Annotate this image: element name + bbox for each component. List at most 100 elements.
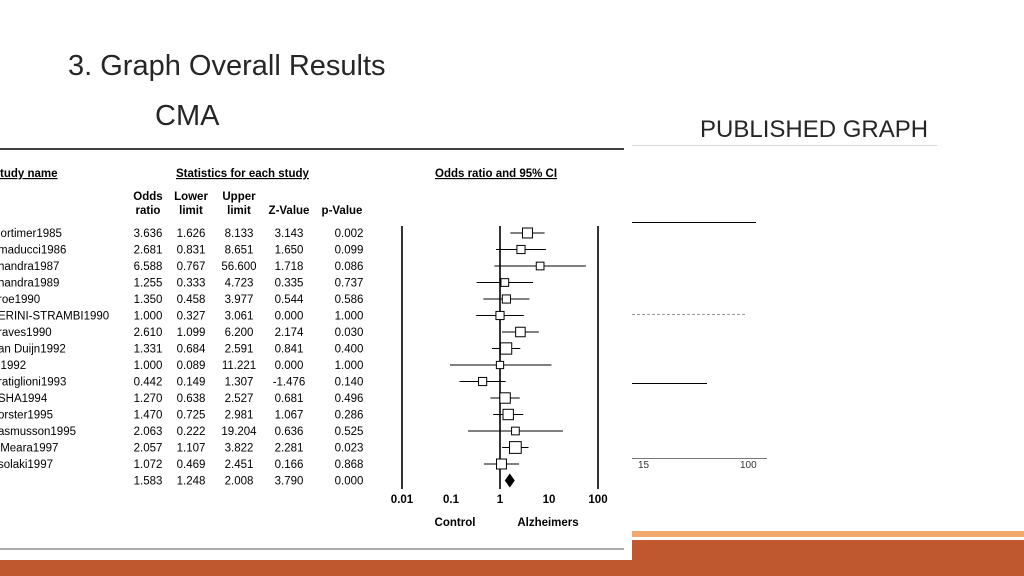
cell-upper-limit: 3.977 [225, 294, 254, 306]
header-study-name: tudy name [0, 168, 58, 180]
published-graph-dashed-line [632, 314, 745, 315]
table-row: ratiglioni1993 0.442 0.149 1.307 -1.476 0.140 [0, 377, 363, 389]
table-row: ERINI-STRAMBI1990 1.000 0.327 3.061 0.000 1.0… [0, 311, 363, 323]
cell-study-name: an Duijn1992 [0, 344, 66, 356]
cell-odds-ratio: 2.057 [134, 443, 163, 455]
study-point [478, 376, 488, 387]
cell-z-value: -1.476 [273, 377, 306, 389]
cell-z-value: 1.718 [275, 261, 304, 273]
cell-lower-limit: 0.327 [177, 311, 206, 323]
cell-upper-limit: 11.221 [222, 360, 256, 372]
published-divider [632, 145, 937, 146]
cell-p-value: 0.400 [335, 344, 364, 356]
table-row: SHA1994 1.270 0.638 2.527 0.681 0.496 [0, 393, 363, 405]
study-point [499, 342, 513, 355]
study-point [516, 244, 526, 255]
col-header-ratio: ratio [136, 205, 161, 217]
table-row: lortimer1985 3.636 1.626 8.133 3.143 0.002 [0, 228, 363, 240]
study-point [495, 310, 505, 321]
cell-lower-limit: 0.684 [177, 344, 206, 356]
study-point [495, 360, 505, 370]
cell-odds-ratio: 1.000 [134, 360, 163, 372]
cell-odds-ratio: 1.255 [134, 278, 163, 290]
study-point [508, 441, 522, 454]
forest-plot: tudy name Statistics for each study Odds… [0, 148, 624, 550]
cell-p-value: 0.868 [335, 459, 364, 471]
col-header-limit: limit [227, 205, 251, 217]
cell-upper-limit: 19.204 [221, 426, 257, 438]
cell-z-value: 1.650 [275, 245, 304, 257]
cell-upper-limit: 2.591 [225, 344, 254, 356]
axis-tick-label: 10 [543, 494, 556, 506]
cell-odds-ratio: 1.072 [134, 459, 163, 471]
forest-plot-rows: lortimer1985 3.636 1.626 8.133 3.143 0.002 mad… [0, 228, 363, 488]
cell-upper-limit: 2.451 [225, 459, 254, 471]
cell-lower-limit: 0.725 [177, 410, 206, 422]
cell-lower-limit: 0.469 [177, 459, 206, 471]
cell-p-value: 0.023 [335, 443, 364, 455]
published-graph-axis [632, 458, 767, 459]
cell-lower-limit: 1.107 [177, 443, 206, 455]
cell-z-value: 0.000 [275, 360, 304, 372]
axis-tick-label: 0.01 [391, 494, 414, 506]
cell-z-value: 3.143 [275, 228, 304, 240]
cell-study-name: 'Meara1997 [0, 443, 58, 455]
study-point [521, 227, 533, 239]
cell-z-value: 0.166 [275, 459, 304, 471]
cell-odds-ratio: 2.681 [134, 245, 163, 257]
cell-lower-limit: 0.638 [177, 393, 206, 405]
overall-diamond [504, 473, 515, 488]
cell-upper-limit: 56.600 [221, 261, 256, 273]
cell-z-value: 2.281 [275, 443, 304, 455]
study-point [496, 458, 507, 470]
col-header-z-value: Z-Value [269, 205, 310, 217]
cell-study-name: asmusson1995 [0, 426, 76, 438]
header-odds-ratio-ci: Odds ratio and 95% CI [435, 168, 557, 180]
cell-z-value: 0.544 [275, 294, 304, 306]
study-point [499, 392, 511, 404]
cell-odds-ratio: 3.636 [134, 228, 163, 240]
cell-upper-limit: 1.307 [225, 377, 254, 389]
cell-p-value: 0.140 [335, 377, 364, 389]
cell-odds-ratio: 1.000 [134, 311, 163, 323]
table-row: orster1995 1.470 0.725 2.981 1.067 0.286 [0, 410, 363, 422]
col-header-lower: Lower [174, 191, 208, 203]
cell-upper-limit: 4.723 [225, 278, 254, 290]
header-statistics: Statistics for each study [176, 168, 310, 180]
footer-accent-stripe [632, 531, 1024, 537]
study-point [501, 294, 511, 304]
cell-upper-limit: 8.133 [225, 228, 254, 240]
table-row: roe1990 1.350 0.458 3.977 0.544 0.586 [0, 294, 363, 306]
published-axis-tick-label: 100 [740, 460, 757, 471]
cell-odds-ratio: 6.588 [134, 261, 163, 273]
cell-z-value: 1.067 [275, 410, 304, 422]
cell-z-value: 3.790 [275, 476, 304, 488]
cell-z-value: 0.335 [275, 278, 304, 290]
table-row: an Duijn1992 1.331 0.684 2.591 0.841 0.400 [0, 344, 363, 356]
cell-lower-limit: 0.149 [177, 377, 206, 389]
cell-upper-limit: 3.822 [225, 443, 254, 455]
cell-odds-ratio: 2.610 [134, 327, 163, 339]
axis-tick-label: 0.1 [443, 494, 460, 506]
cell-lower-limit: 1.099 [177, 327, 206, 339]
slide-subtitle: CMA [155, 100, 220, 132]
cell-z-value: 0.636 [275, 426, 304, 438]
cell-p-value: 0.000 [335, 476, 364, 488]
cell-lower-limit: 0.831 [177, 245, 206, 257]
table-row: raves1990 2.610 1.099 6.200 2.174 0.030 [0, 327, 363, 339]
study-point [515, 326, 526, 338]
table-row: handra1987 6.588 0.767 56.600 1.718 0.086 [0, 261, 363, 273]
study-point [511, 426, 520, 436]
table-row: i1992 1.000 0.089 11.221 0.000 1.000 [0, 360, 363, 372]
col-header-limit: limit [179, 205, 203, 217]
axis-tick-label: 1 [497, 494, 504, 506]
cell-lower-limit: 0.333 [177, 278, 206, 290]
cell-study-name: ERINI-STRAMBI1990 [0, 311, 109, 323]
cell-study-name: maducci1986 [0, 245, 66, 257]
cell-upper-limit: 2.981 [225, 410, 254, 422]
table-row: asmusson1995 2.063 0.222 19.204 0.636 0.525 [0, 426, 363, 438]
published-graph-line [632, 222, 756, 223]
axis-label-alzheimers: Alzheimers [517, 517, 578, 529]
cell-study-name: handra1987 [0, 261, 59, 273]
cell-lower-limit: 0.089 [177, 360, 206, 372]
